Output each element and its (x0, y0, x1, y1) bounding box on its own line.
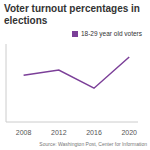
svg-text:2016: 2016 (86, 129, 102, 136)
svg-text:2012: 2012 (51, 129, 67, 136)
svg-text:2020: 2020 (121, 129, 137, 136)
html-text:18-29 year old voters: 18-29 year old voters (80, 30, 142, 37)
html-text:Source: Washington Post, Cente: Source: Washington Post, Center for Info… (39, 141, 147, 147)
svg-text:2008: 2008 (16, 129, 32, 136)
html-text:Voter turnout percentages in e: Voter turnout percentages in elections (4, 3, 140, 26)
